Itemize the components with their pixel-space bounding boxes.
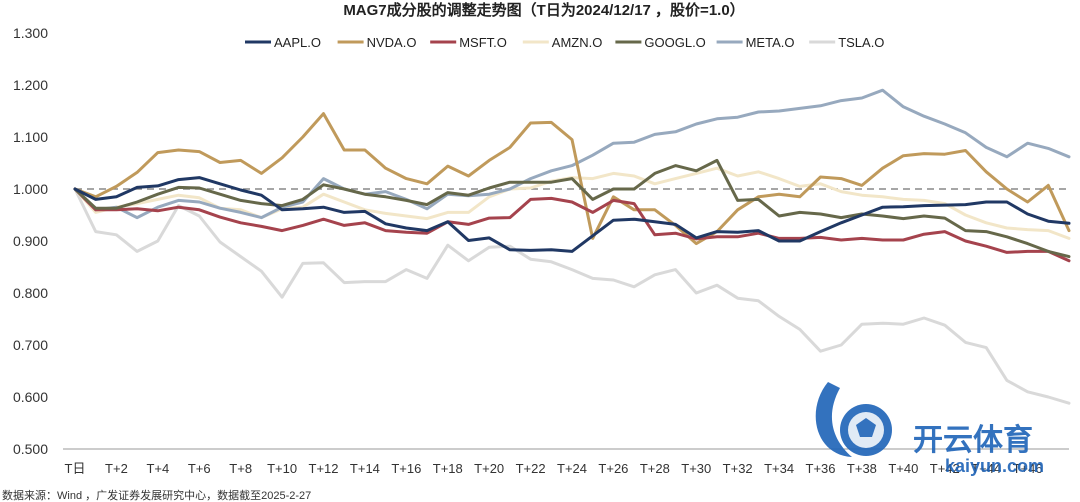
x-tick-label: T+40 bbox=[888, 461, 918, 476]
x-tick-label: T+24 bbox=[557, 461, 587, 476]
x-tick-label: T+44 bbox=[971, 461, 1001, 476]
x-tick-label: T+18 bbox=[433, 461, 463, 476]
y-tick-label: 0.500 bbox=[13, 441, 48, 457]
x-tick-label: T+4 bbox=[146, 461, 169, 476]
legend-label: META.O bbox=[746, 35, 795, 50]
watermark-ball-pentagon bbox=[856, 418, 876, 437]
x-tick-label: T+22 bbox=[516, 461, 546, 476]
watermark-brand: 开云体育 bbox=[913, 423, 1033, 457]
chart-title: MAG7成分股的调整走势图（T日为2024/12/17 ，股价=1.0） bbox=[343, 1, 744, 19]
legend-label: GOOGL.O bbox=[644, 35, 705, 50]
x-tick-label: T+10 bbox=[267, 461, 297, 476]
y-tick-label: 1.100 bbox=[13, 129, 48, 145]
legend-label: TSLA.O bbox=[838, 35, 884, 50]
x-tick-label: T+30 bbox=[681, 461, 711, 476]
x-tick-label: T+26 bbox=[598, 461, 628, 476]
x-tick-label: T+42 bbox=[930, 461, 960, 476]
chart-legend: AAPL.O NVDA.O MSFT.O AMZN.O GOOGL.O META.O TSL… bbox=[245, 35, 884, 50]
x-tick-label: T+36 bbox=[806, 461, 836, 476]
y-axis: 1.300 1.200 1.100 1.000 0.900 0.800 0.700 0.600… bbox=[13, 25, 48, 457]
x-tick-label: T+8 bbox=[229, 461, 252, 476]
source-note: 数据来源：Wind ，广发证券发展研究中心，数据截至2025-2-27 bbox=[2, 488, 311, 502]
y-tick-label: 1.200 bbox=[13, 77, 48, 93]
series-line-aapl-o bbox=[73, 176, 1071, 253]
series-line-nvda-o bbox=[73, 112, 1071, 246]
watermark-swoosh-icon bbox=[815, 382, 852, 457]
y-tick-label: 1.300 bbox=[13, 25, 48, 41]
y-tick-label: 0.600 bbox=[13, 389, 48, 405]
y-tick-label: 0.800 bbox=[13, 285, 48, 301]
x-tick-label: T+38 bbox=[847, 461, 877, 476]
y-tick-label: 0.700 bbox=[13, 337, 48, 353]
legend-label: AAPL.O bbox=[274, 35, 321, 50]
x-tick-label: T+12 bbox=[309, 461, 339, 476]
x-tick-label: T+20 bbox=[474, 461, 504, 476]
x-tick-label: T日 bbox=[65, 461, 86, 476]
x-axis: T日 T+2 T+4 T+6 T+8 T+10 T+12 T+14 T+16 T+18 T+20 T+… bbox=[63, 448, 1069, 476]
x-tick-label: T+46 bbox=[1013, 461, 1043, 476]
legend-label: MSFT.O bbox=[459, 35, 507, 50]
series-line-msft-o bbox=[73, 187, 1071, 263]
x-tick-label: T+34 bbox=[764, 461, 794, 476]
series-line-googl-o bbox=[73, 158, 1071, 259]
x-tick-label: T+14 bbox=[350, 461, 380, 476]
legend-label: AMZN.O bbox=[552, 35, 603, 50]
watermark-logo: 开云体育 kaiyun.com bbox=[815, 382, 1044, 476]
watermark-sub: kaiyun.com bbox=[945, 456, 1044, 476]
x-tick-label: T+28 bbox=[640, 461, 670, 476]
legend-label: NVDA.O bbox=[367, 35, 417, 50]
x-tick-label: T+2 bbox=[105, 461, 128, 476]
x-tick-label: T+16 bbox=[391, 461, 421, 476]
series-layer bbox=[73, 88, 1071, 405]
y-tick-label: 0.900 bbox=[13, 233, 48, 249]
x-tick-label: T+6 bbox=[188, 461, 211, 476]
y-tick-label: 1.000 bbox=[13, 181, 48, 197]
series-line-meta-o bbox=[73, 88, 1071, 220]
x-tick-label: T+32 bbox=[723, 461, 753, 476]
series-line-tsla-o bbox=[73, 187, 1071, 405]
